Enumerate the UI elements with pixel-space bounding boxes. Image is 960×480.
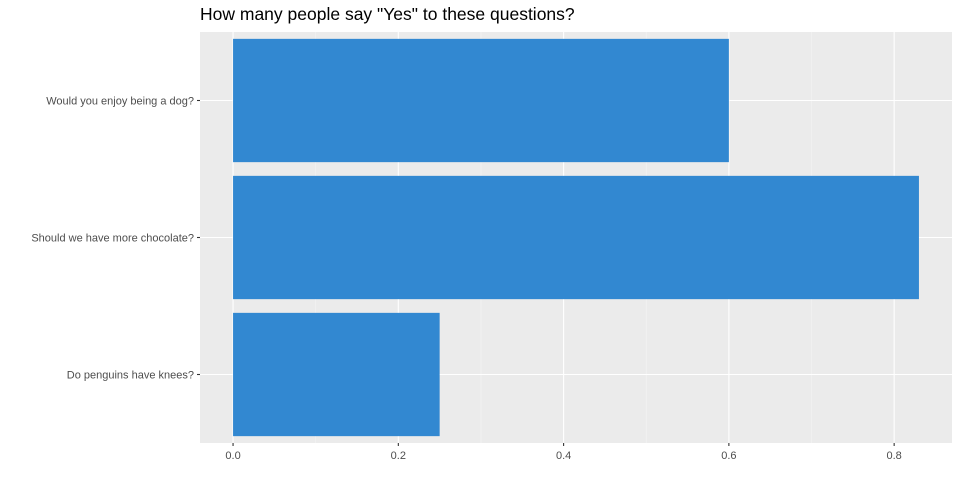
y-axis: Would you enjoy being a dog? Should we ha… <box>31 96 200 382</box>
x-tick-label: 0.4 <box>556 450 571 462</box>
y-tick-label: Should we have more chocolate? <box>31 233 194 245</box>
x-tick-label: 0.2 <box>391 450 406 462</box>
bars <box>233 38 919 437</box>
bar <box>233 175 919 300</box>
y-tick-label: Would you enjoy being a dog? <box>46 96 194 108</box>
bar <box>233 312 440 437</box>
x-tick-label: 0.8 <box>887 450 902 462</box>
x-tick-label: 0.0 <box>225 450 240 462</box>
y-tick-label: Do penguins have knees? <box>67 370 194 382</box>
chart-title: How many people say "Yes" to these quest… <box>200 4 575 24</box>
x-axis: 0.0 0.2 0.4 0.6 0.8 <box>225 443 902 462</box>
x-tick-label: 0.6 <box>721 450 736 462</box>
bar <box>233 38 729 163</box>
